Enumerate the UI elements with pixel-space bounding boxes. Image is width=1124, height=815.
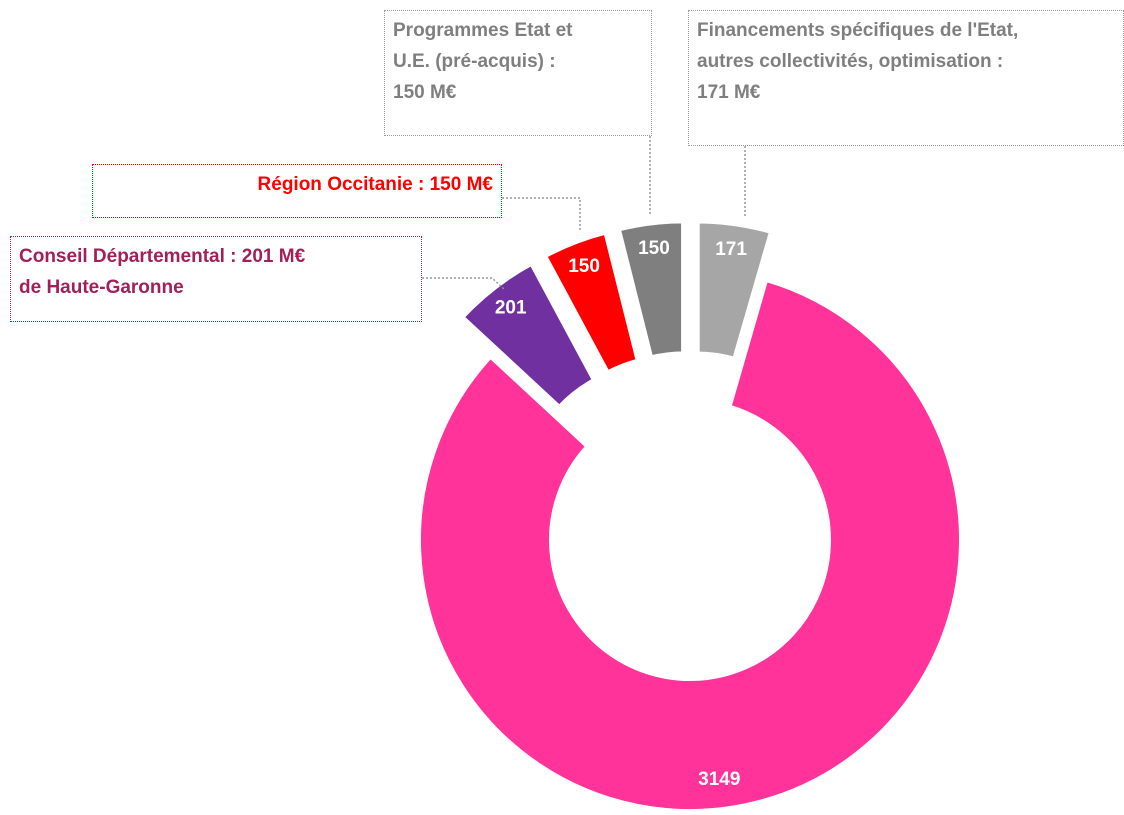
leader-line [502,197,581,230]
data-label: 150 [568,256,600,277]
data-label: 3149 [698,769,740,790]
data-label: 150 [638,238,670,259]
callout-text: Conseil Départemental : 201 M€ [19,246,306,267]
callout-text: Financements spécifiques de l'Etat, [697,20,1019,41]
donut-slice [539,227,643,378]
callout-text: 150 M€ [393,82,457,103]
donut-slice [614,217,688,363]
callout-text: Région Occitanie : 150 M€ [257,174,493,195]
callout-text: autres collectivités, optimisation : [697,51,1004,72]
donut-slice [456,258,600,413]
callout-box: Financements spécifiques de l'Etat, autre… [688,10,1124,146]
callout-text: 171 M€ [697,82,761,103]
callout-box: Programmes Etat et U.E. (pré-acquis) : 150… [384,10,652,136]
callout-box: Conseil Départemental : 201 M€ de Haute-G… [10,236,422,322]
callout-text: de Haute-Garonne [19,277,184,298]
callout-text: U.E. (pré-acquis) : [393,51,556,72]
donut-slice [415,274,965,815]
leader-line [422,277,506,291]
data-label: 171 [715,239,747,260]
donut-slice [693,217,776,364]
data-label: 201 [495,297,527,318]
callout-box: Région Occitanie : 150 M€ [92,164,502,218]
callout-text: Programmes Etat et [393,20,573,41]
